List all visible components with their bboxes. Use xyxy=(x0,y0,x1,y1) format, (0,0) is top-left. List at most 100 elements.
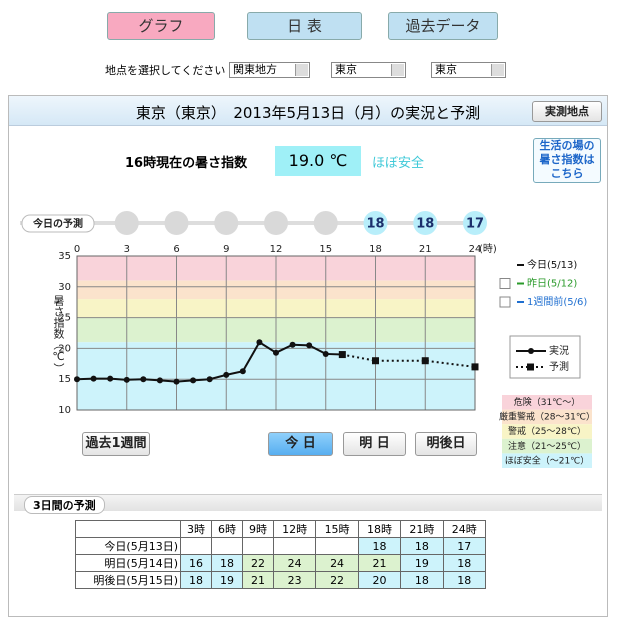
location-select[interactable]: 関東地方 xyxy=(229,62,310,78)
forecast-value: 18 xyxy=(416,217,434,232)
table-cell xyxy=(210,537,243,555)
band-legend-row xyxy=(502,453,592,468)
x-tick-label: 0 xyxy=(74,244,80,255)
row-label: 明後日(5月15日) xyxy=(75,571,181,589)
legend-label: 今日(5/13) xyxy=(527,258,577,271)
point xyxy=(372,357,379,365)
legend-label: 昨日(5/12) xyxy=(527,278,577,290)
legend-label: 1週間前(5/6) xyxy=(527,295,587,308)
band-legend-label: 厳重警戒（28～31℃） xyxy=(499,411,595,423)
table-cell: 18 xyxy=(442,571,487,589)
current-status: ほぼ安全 xyxy=(372,156,425,171)
series-legend-box xyxy=(509,335,581,379)
legend-marker xyxy=(528,348,534,354)
x-tick-label: 15 xyxy=(319,244,332,255)
forecast-circle xyxy=(313,211,338,235)
location-select[interactable]: 東京 xyxy=(331,62,406,78)
x-tick-label: 24 xyxy=(469,244,482,255)
forecast-value: 18 xyxy=(366,217,384,232)
point xyxy=(471,363,479,371)
legend-label: 予測 xyxy=(549,360,569,373)
table-header-cell: 9時 xyxy=(241,520,274,538)
table-cell: 16 xyxy=(180,554,212,572)
table-cell: 24 xyxy=(272,554,317,572)
current-label: 16時現在の暑さ指数 xyxy=(125,156,248,171)
y-tick-label: 20 xyxy=(58,343,71,354)
strip-label-box xyxy=(21,214,95,233)
station-button[interactable]: 実測地点 xyxy=(532,101,602,122)
table-row: 明日(5月14日) 16 18 22 24 24 21 19 18 xyxy=(75,554,487,572)
band-legend-label: ほぼ安全（～21℃） xyxy=(505,454,590,466)
tab-past[interactable]: 過去データ xyxy=(388,12,498,40)
band-legend-row xyxy=(502,424,592,439)
x-tick-label: 9 xyxy=(223,244,229,255)
point xyxy=(256,339,263,346)
table-cell: 21 xyxy=(241,571,274,589)
legend-checkbox[interactable] xyxy=(499,296,511,308)
table-cell: 18 xyxy=(180,571,212,589)
table-header-cell: 6時 xyxy=(210,520,243,538)
y-tick-label: 35 xyxy=(58,251,71,262)
tab-graph[interactable]: グラフ xyxy=(107,12,215,40)
point xyxy=(173,378,180,385)
today-button[interactable]: 今 日 xyxy=(268,432,333,456)
table-cell xyxy=(315,537,359,555)
point xyxy=(239,368,246,375)
table-title: 3日間の予測 xyxy=(24,496,105,514)
point xyxy=(421,357,429,365)
table-cell: 18 xyxy=(210,554,243,572)
point xyxy=(306,342,313,349)
day-after-button[interactable]: 明後日 xyxy=(415,432,477,456)
y-tick-label: 15 xyxy=(58,374,71,385)
forecast-circle xyxy=(214,211,239,235)
header-bar xyxy=(9,96,607,126)
table-header-row: 3時 6時 9時 12時 15時 18時 21時 24時 xyxy=(75,520,487,538)
legend-marker xyxy=(527,363,534,371)
table-corner xyxy=(75,520,181,538)
table-header-cell: 15時 xyxy=(315,520,359,538)
x-tick-label: 12 xyxy=(270,244,283,255)
x-tick-label: 21 xyxy=(419,244,432,255)
point xyxy=(338,351,346,359)
table-cell: 22 xyxy=(241,554,274,572)
table-header-cell: 3時 xyxy=(180,520,212,538)
past-week-button[interactable]: 過去1週間 xyxy=(82,432,150,456)
y-tick-label: 25 xyxy=(58,313,71,324)
forecast-table: 3時 6時 9時 12時 15時 18時 21時 24時 今日(5月13日) 18 18 17 明日(5… xyxy=(75,520,487,589)
table-cell: 18 xyxy=(400,537,444,555)
point xyxy=(156,377,163,384)
table-header-cell: 18時 xyxy=(357,520,402,538)
table-row: 明後日(5月15日) 18 19 21 23 22 20 18 18 xyxy=(75,571,487,589)
table-cell: 18 xyxy=(442,554,487,572)
x-tick-label: 6 xyxy=(173,244,179,255)
row-label: 明日(5月14日) xyxy=(75,554,181,572)
table-cell xyxy=(241,537,274,555)
band-legend-row xyxy=(502,409,592,425)
legend-label: 実況 xyxy=(549,344,569,357)
plot-border xyxy=(76,255,476,411)
point xyxy=(206,376,213,383)
forecast-circle xyxy=(264,211,288,235)
table-cell: 24 xyxy=(315,554,359,572)
band-legend-label: 危険（31℃～） xyxy=(514,396,581,408)
current-value: 19.0 ℃ xyxy=(275,146,361,176)
y-tick-label: 10 xyxy=(58,405,71,416)
life-link-line: こちら xyxy=(550,167,584,180)
table-cell: 19 xyxy=(400,554,444,572)
location-label: 地点を選択してください xyxy=(105,64,226,77)
tomorrow-button[interactable]: 明 日 xyxy=(343,432,406,456)
legend-checkbox[interactable] xyxy=(499,278,511,289)
table-header-cell: 24時 xyxy=(442,520,487,538)
series-line xyxy=(342,353,476,368)
y-axis-label: 暑さ指数（℃） xyxy=(52,295,65,374)
life-link[interactable]: 生活の場の 暑さ指数は こちら xyxy=(533,138,601,183)
x-unit: (時) xyxy=(479,243,497,255)
x-tick-label: 18 xyxy=(369,244,382,255)
life-link-line: 生活の場の xyxy=(539,139,595,152)
location-select[interactable]: 東京 xyxy=(431,62,506,78)
table-row: 今日(5月13日) 18 18 17 xyxy=(75,537,487,555)
header-title: 東京（東京） 2013年5月13日（月）の実況と予測 xyxy=(135,104,481,122)
table-cell: 19 xyxy=(210,571,243,589)
tab-table[interactable]: 日 表 xyxy=(247,12,362,40)
